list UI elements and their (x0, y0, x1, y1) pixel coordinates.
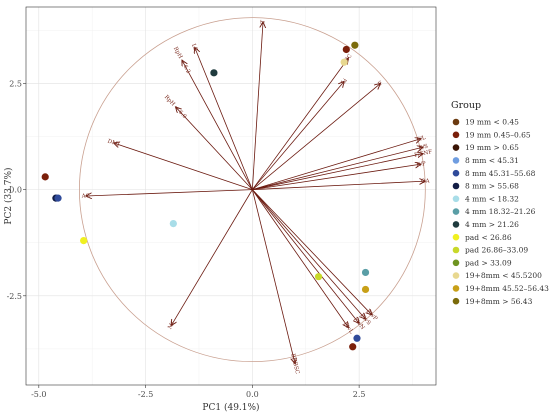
legend-key (452, 246, 460, 254)
legend-label: 19 mm 0.45–0.65 (465, 130, 531, 139)
legend-key (452, 169, 460, 177)
correlation-circle (78, 17, 426, 363)
legend-key (452, 182, 460, 190)
legend-key (452, 131, 460, 139)
loading-label: T (260, 20, 266, 24)
legend-label: pad < 26.86 (465, 233, 512, 242)
x-tick-label: -5.0 (31, 390, 46, 399)
loading-arrow (86, 189, 253, 196)
x-tick-label: 0.0 (246, 390, 259, 399)
legend-label: 8 mm > 55.68 (465, 182, 519, 191)
correlation-circle-layer (78, 17, 426, 363)
legend-key (452, 297, 460, 305)
legend-title: Group (451, 100, 481, 111)
points-layer (41, 41, 370, 351)
legend-key (452, 208, 460, 215)
legend-label: 19 mm > 0.65 (465, 143, 519, 152)
loading-label: BHBSC (289, 353, 300, 375)
legend-label: 8 mm 45.31–55.68 (465, 169, 536, 178)
data-point (169, 220, 177, 228)
x-axis-title: PC1 (49.1%) (202, 402, 259, 413)
data-point (361, 268, 370, 277)
data-point (210, 69, 218, 77)
legend-key (452, 118, 460, 126)
y-tick-label: 0.0 (9, 186, 22, 195)
loading-arrow (251, 189, 295, 364)
loading-arrow (252, 189, 359, 324)
loading-arrow (195, 47, 253, 190)
data-point (361, 285, 370, 294)
x-tick-label: -2.5 (138, 390, 153, 399)
legend-key (452, 233, 460, 241)
loading-label: DMI (107, 139, 120, 149)
legend-label: 4 mm < 18.32 (465, 194, 519, 203)
legend-label: pad 26.86–33.09 (465, 246, 528, 255)
data-point (342, 45, 350, 54)
loading-arrow (252, 58, 348, 190)
loading-label: F/L (416, 135, 427, 144)
legend-label: 19 mm < 0.45 (465, 118, 519, 127)
legend-label: 8 mm < 45.31 (465, 156, 519, 165)
loading-label: LS (190, 43, 198, 52)
loading-arrow (252, 139, 421, 191)
legend-label: pad > 33.09 (465, 258, 512, 267)
data-point (349, 343, 357, 351)
y-axis-title: PC2 (33.7%) (3, 167, 14, 224)
loading-arrow (114, 143, 253, 191)
data-point (353, 334, 361, 342)
legend-key (452, 272, 460, 279)
loading-label: F/S (418, 144, 429, 152)
ticks-layer: -5.0 -2.5 0.0 2.5 -2.5 0.0 2.5 (7, 79, 366, 399)
loading-label: SC (344, 53, 354, 63)
loading-arrow (252, 189, 372, 315)
loading-label: Li (341, 77, 349, 85)
legend-label: 19+8mm 45.52–56.43 (465, 284, 549, 293)
loading-arrow (252, 154, 423, 191)
loading-label: F/P (416, 161, 426, 168)
y-tick-label: 2.5 (9, 79, 22, 88)
x-tick-label: 2.5 (353, 390, 366, 399)
legend-key (452, 259, 460, 267)
loading-label: OA (421, 178, 431, 184)
loading-arrow (252, 81, 344, 190)
data-point (340, 58, 348, 66)
legend: Group 19 mm < 0.45 19 mm 0.45–0.65 19 mm >… (451, 100, 549, 306)
loading-arrow (171, 189, 253, 326)
data-point (351, 41, 359, 49)
loading-arrow (252, 181, 425, 191)
data-point (80, 236, 88, 245)
loading-label: F (377, 80, 384, 87)
loading-arrow (252, 83, 380, 190)
loading-arrow (252, 164, 421, 191)
loading-arrow (252, 189, 365, 320)
grid (26, 7, 436, 385)
loading-label: AC (81, 193, 90, 199)
legend-key (452, 144, 460, 151)
legend-key (452, 221, 460, 228)
legend-label: 4 mm 18.32–21.26 (465, 207, 536, 216)
data-point (314, 273, 323, 281)
loading-arrow (175, 107, 253, 190)
data-point (54, 194, 62, 202)
data-point (41, 173, 49, 181)
legend-key (452, 157, 460, 164)
legend-label: 19+8mm < 45.5200 (465, 271, 542, 280)
legend-key (452, 195, 460, 203)
loading-arrow (251, 22, 263, 190)
loading-label: F/SNF (414, 149, 433, 159)
legend-label: 4 mm > 21.26 (465, 220, 519, 229)
loading-arrow (182, 60, 253, 190)
panel-border (25, 6, 437, 386)
loading-arrow (252, 147, 423, 191)
y-tick-label: -2.5 (7, 292, 22, 301)
legend-label: 19+8mm > 56.43 (465, 297, 533, 306)
legend-key (452, 285, 460, 292)
loading-label: Mi (167, 321, 176, 331)
loading-arrow (252, 189, 348, 328)
